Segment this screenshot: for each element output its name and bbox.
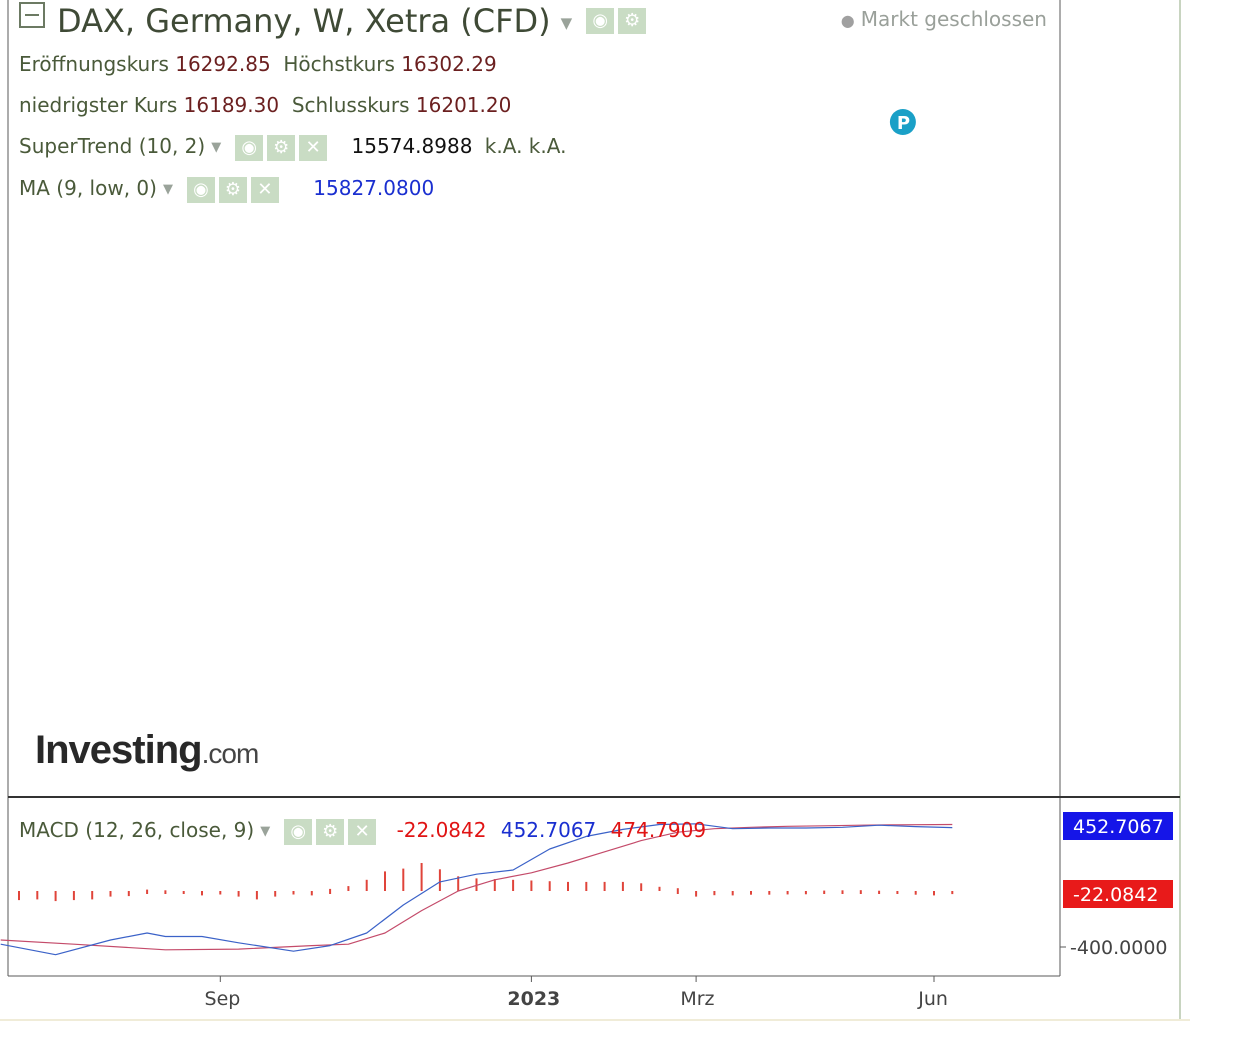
high-value: 16302.29 — [401, 52, 497, 76]
macd-line — [0, 823, 953, 956]
macd-label[interactable]: MACD (12, 26, close, 9) — [19, 818, 255, 842]
eye-icon[interactable]: ◉ — [284, 818, 313, 845]
macd-value: 452.7067 — [500, 818, 597, 842]
macd-axis[interactable]: -400.0000 452.7067 -22.0842 — [1060, 812, 1173, 959]
ma-value: 15827.0800 — [313, 176, 435, 200]
market-status: ● Markt geschlossen — [841, 7, 1047, 31]
gear-icon[interactable]: ⚙ — [218, 176, 247, 203]
x-tick-label: Jun — [917, 988, 948, 1010]
close-value: 16201.20 — [415, 93, 512, 117]
x-tick-label: Sep — [205, 988, 241, 1010]
eye-icon[interactable]: ◉ — [235, 134, 264, 161]
macd-hist-value: -22.0842 — [396, 818, 487, 842]
chevron-down-icon[interactable]: ▼ — [260, 824, 271, 839]
gear-icon[interactable]: ⚙ — [618, 8, 647, 34]
close-icon[interactable]: ✕ — [348, 818, 377, 845]
supertrend-legend: SuperTrend (10, 2) ▼ ◉ ⚙ ✕ 15574.8988 k.A. k… — [19, 134, 566, 161]
x-tick-label: 2023 — [507, 988, 560, 1010]
low-label: niedrigster Kurs — [19, 93, 178, 117]
gear-icon[interactable]: ⚙ — [267, 134, 296, 161]
open-value: 16292.85 — [175, 52, 271, 76]
logo-brand: Investing — [35, 728, 203, 772]
marker-p-icon[interactable] — [889, 109, 916, 135]
macd-price-tag — [1063, 812, 1173, 840]
eye-icon[interactable]: ◉ — [186, 176, 215, 203]
macd-price-tag — [1063, 880, 1173, 908]
gear-icon[interactable]: ⚙ — [316, 818, 345, 845]
macd-legend: MACD (12, 26, close, 9) ▼ ◉ ⚙ ✕ -22.0842 452… — [19, 818, 706, 845]
supertrend-value: 15574.8988 — [351, 134, 473, 158]
ohlc-row-1: Eröffnungskurs 16292.85 Höchstkurs 16302… — [19, 52, 497, 76]
macd-y-tick-label: -400.0000 — [1070, 937, 1168, 959]
time-axis[interactable]: Sep 2023 Mrz Jun — [205, 976, 948, 1010]
chevron-down-icon[interactable]: ▼ — [162, 182, 173, 197]
ma-label[interactable]: MA (9, low, 0) — [19, 176, 157, 200]
supertrend-extra-2: k.A. — [528, 134, 567, 158]
marker-p-label: P — [897, 113, 910, 134]
x-tick-label: Mrz — [680, 988, 714, 1010]
chevron-down-icon[interactable]: ▼ — [560, 14, 573, 32]
close-label: Schlusskurs — [291, 93, 410, 117]
high-label: Höchstkurs — [283, 52, 395, 76]
macd-price-tag-label: 452.7067 — [1073, 816, 1164, 838]
eye-icon[interactable]: ◉ — [586, 8, 615, 34]
chevron-down-icon[interactable]: ▼ — [211, 140, 222, 155]
investing-logo: Investing.com — [35, 728, 260, 773]
ohlc-row-2: niedrigster Kurs 16189.30 Schlusskurs 16… — [19, 93, 511, 117]
low-value: 16189.30 — [183, 93, 280, 117]
macd-price-tag-label: -22.0842 — [1073, 884, 1158, 906]
supertrend-label[interactable]: SuperTrend (10, 2) — [19, 134, 206, 158]
instrument-title[interactable]: DAX, Germany, W, Xetra (CFD) — [57, 2, 551, 40]
open-label: Eröffnungskurs — [19, 52, 169, 76]
status-dot-icon: ● — [840, 11, 855, 30]
chart-title: DAX, Germany, W, Xetra (CFD) ▼ ◉ ⚙ — [19, 2, 650, 40]
close-icon[interactable]: ✕ — [250, 176, 279, 203]
macd-signal-line — [0, 823, 953, 951]
market-status-text: Markt geschlossen — [860, 7, 1047, 31]
collapse-icon[interactable] — [19, 2, 45, 28]
logo-suffix: .com — [201, 738, 260, 769]
ma-legend: MA (9, low, 0) ▼ ◉ ⚙ ✕ 15827.0800 — [19, 176, 434, 203]
supertrend-extra-1: k.A. — [484, 134, 523, 158]
macd-plot-area[interactable] — [0, 823, 954, 956]
close-icon[interactable]: ✕ — [299, 134, 328, 161]
macd-signal-value: 474.7909 — [610, 818, 707, 842]
